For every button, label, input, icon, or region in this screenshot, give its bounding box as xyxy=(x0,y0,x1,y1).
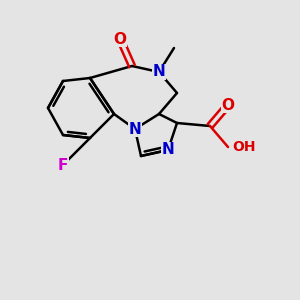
Text: F: F xyxy=(58,158,68,172)
Text: N: N xyxy=(162,142,174,158)
Text: N: N xyxy=(153,64,165,80)
Text: OH: OH xyxy=(232,140,256,154)
Text: O: O xyxy=(113,32,127,46)
Text: O: O xyxy=(221,98,235,112)
Text: N: N xyxy=(129,122,141,136)
